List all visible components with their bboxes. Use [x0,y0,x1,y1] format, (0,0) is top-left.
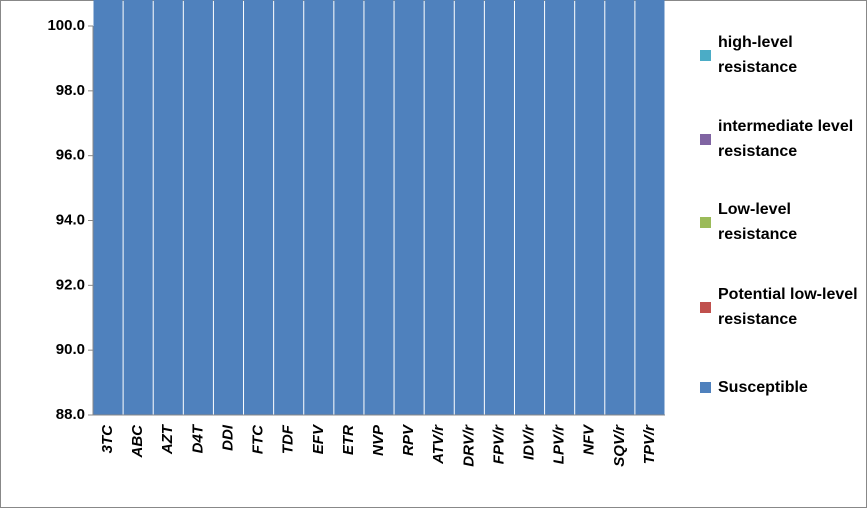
y-tick-label: 94.0 [56,211,85,228]
x-tick-label: ABC [129,424,146,459]
y-tick-label: 88.0 [56,406,85,423]
x-tick-label: NFV [581,423,598,455]
y-tick-label: 96.0 [56,147,85,164]
legend-label: high-level resistance [718,34,798,76]
bar-segment [153,0,183,415]
x-tick-label: DDI [219,424,236,451]
x-tick-label: ETR [340,425,357,455]
bar-segment [304,0,334,415]
y-tick-label: 98.0 [56,82,85,99]
bar-segment [484,0,514,415]
bar-segment [454,0,484,415]
legend-swatch [700,133,711,145]
bar-segment [394,0,424,415]
bar-segment [123,0,153,415]
bar-segment [364,0,394,415]
x-tick-label: LPV/r [551,424,568,464]
x-tick-label: DRV/r [460,424,477,467]
bar-segment [545,0,575,415]
bar-segment [424,0,454,415]
x-tick-label: AZT [159,423,176,455]
x-tick-label: NVP [370,424,387,456]
bar-segment [274,0,304,415]
y-tick-label: 90.0 [56,341,85,358]
x-tick-label: TPV/r [641,424,658,464]
x-tick-label: IDV/r [520,424,537,460]
bar-segment [605,0,635,415]
bar-segment [514,0,545,415]
x-tick-label: 3TC [99,424,116,454]
bar-segment [334,0,364,415]
bar-segment [213,0,244,415]
x-tick-label: SQV/r [611,424,628,467]
legend-swatch [700,382,711,393]
legend-swatch [700,301,711,313]
bar-segment [244,0,274,415]
legend-swatch [700,49,711,61]
x-tick-label: TDF [280,424,297,454]
x-tick-label: RPV [400,423,417,456]
bar-segment [183,0,213,415]
x-tick-label: ATV/r [430,424,447,465]
legend-label: Low-level resistance [718,201,798,243]
y-tick-label: 92.0 [56,276,85,293]
legend-swatch [700,216,711,228]
bar-segment [635,0,665,415]
x-tick-label: D4T [189,423,206,453]
bar-segment [93,0,123,415]
y-tick-label: 100.0 [47,17,85,34]
legend-label: intermediate level resistance [718,118,854,160]
x-tick-label: FPV/r [490,424,507,464]
x-tick-label: FTC [250,424,267,454]
bar-segment [575,0,605,415]
legend-label: Susceptible [718,379,808,396]
x-tick-label: EFV [310,423,327,454]
legend-label: Potential low-level resistance [718,286,858,328]
